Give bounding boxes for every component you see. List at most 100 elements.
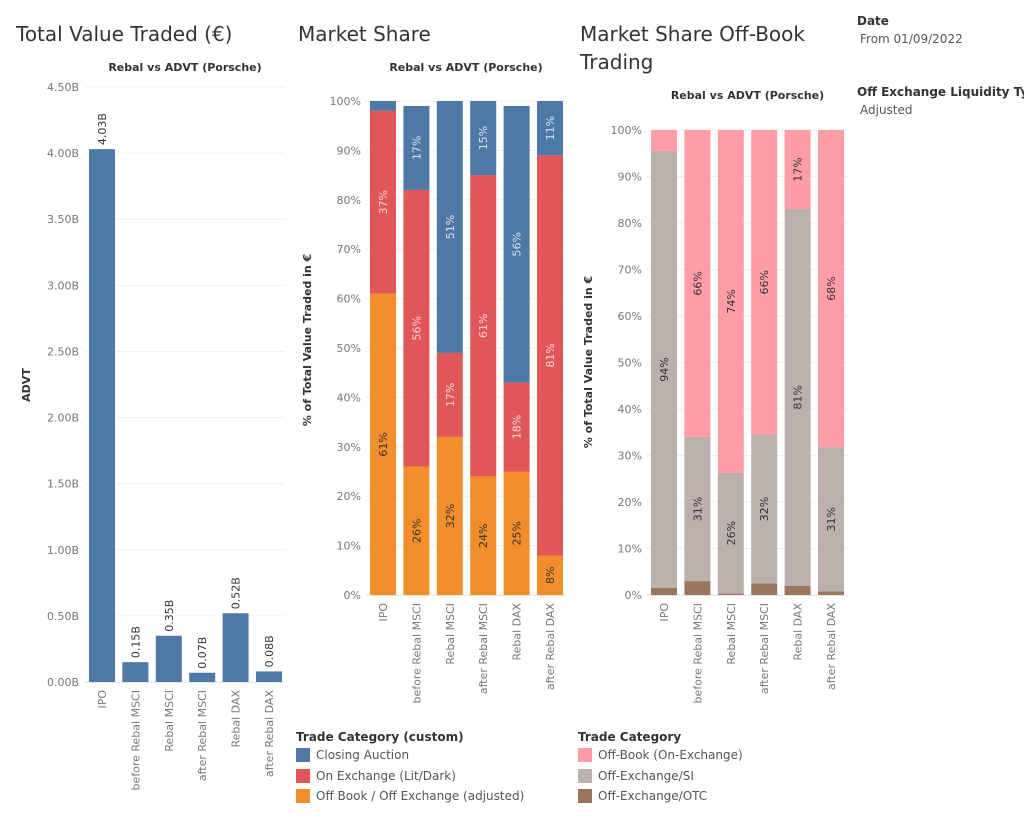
y-tick-label: 40% (337, 391, 361, 404)
liquidity-filter-value[interactable]: Adjusted (860, 103, 913, 117)
bar-segment (717, 130, 744, 473)
y-tick-label: 1.00B (47, 544, 79, 557)
bar-segment (818, 130, 844, 448)
legend-item-off-book-adjusted[interactable]: Off Book / Off Exchange (adjusted) (296, 789, 524, 803)
legend-swatch (296, 748, 310, 762)
legend-swatch (296, 789, 310, 803)
y-tick-label: 50% (337, 342, 361, 355)
chart-subtitle: Rebal vs ADVT (Porsche) (108, 61, 261, 74)
y-tick-label: 3.50B (47, 213, 79, 226)
bar-segment (436, 101, 463, 353)
y-tick-label: 3.00B (47, 279, 79, 292)
y-tick-label: 10% (337, 540, 361, 553)
data-label: 4.03B (96, 113, 109, 145)
x-tick-label: after Rebal DAX (263, 690, 276, 778)
bar-segment (651, 150, 677, 589)
data-label: 15% (477, 126, 490, 150)
legend-category-title: Trade Category (578, 730, 682, 744)
y-axis-label: % of Total Value Traded in € (301, 254, 314, 426)
bar-segment (751, 434, 778, 584)
bar-segment (503, 471, 530, 595)
y-tick-label: 4.00B (47, 147, 79, 160)
y-tick-label: 90% (618, 171, 642, 184)
y-tick-label: 20% (618, 496, 642, 509)
data-label: 17% (444, 383, 457, 407)
y-tick-label: 90% (337, 144, 361, 157)
data-label: 24% (477, 523, 490, 547)
title-total-value-traded: Total Value Traded (€) (16, 22, 233, 46)
legend-item-off-exchange-otc[interactable]: Off-Exchange/OTC (578, 789, 707, 803)
x-tick-label: after Rebal MSCI (196, 690, 209, 781)
bar-segment (403, 466, 430, 595)
legend-item-off-exchange-si[interactable]: Off-Exchange/SI (578, 769, 694, 783)
data-label: 17% (792, 157, 805, 181)
legend-swatch (578, 748, 592, 762)
data-label: 68% (825, 276, 838, 300)
date-filter-value[interactable]: From 01/09/2022 (860, 32, 963, 46)
data-label: 81% (544, 343, 557, 367)
data-label: 31% (825, 507, 838, 531)
title-market-share: Market Share (298, 22, 431, 46)
y-tick-label: 50% (618, 357, 642, 370)
y-tick-label: 70% (618, 264, 642, 277)
data-label: 74% (725, 289, 738, 313)
legend-swatch (296, 769, 310, 783)
data-label: 61% (377, 432, 390, 456)
legend-label: Off-Exchange/OTC (598, 789, 708, 803)
bar-segment (717, 593, 744, 595)
bar-segment (370, 110, 396, 294)
y-axis-label: ADVT (20, 368, 33, 402)
chart-subtitle: Rebal vs ADVT (Porsche) (671, 89, 824, 102)
bar-segment (403, 189, 430, 467)
y-tick-label: 40% (618, 403, 642, 416)
date-filter-label: Date (857, 14, 889, 28)
y-tick-label: 0.00B (47, 676, 79, 689)
bar-segment (784, 209, 811, 586)
y-tick-label: 80% (618, 217, 642, 230)
legend-label: Closing Auction (316, 748, 410, 762)
data-label: 17% (410, 136, 423, 160)
bar-segment (537, 101, 563, 156)
bar-segment (403, 105, 430, 190)
y-tick-label: 0% (625, 589, 642, 602)
y-tick-label: 60% (337, 293, 361, 306)
y-tick-label: 4.50B (47, 81, 79, 94)
legend-item-off-book-on-exchange[interactable]: Off-Book (On-Exchange) (578, 748, 743, 762)
x-tick-label: Rebal DAX (792, 603, 805, 661)
y-tick-label: 10% (618, 543, 642, 556)
data-label: 0.35B (163, 600, 176, 632)
y-tick-label: 20% (337, 490, 361, 503)
data-label: 32% (444, 504, 457, 528)
y-axis-label: % of Total Value Traded in € (582, 276, 595, 448)
x-tick-label: before Rebal MSCI (691, 603, 704, 704)
y-tick-label: 100% (611, 124, 642, 137)
x-tick-label: Rebal MSCI (725, 603, 738, 665)
y-tick-label: 0.50B (47, 610, 79, 623)
legend-item-closing-auction[interactable]: Closing Auction (296, 748, 409, 762)
x-tick-label: Rebal MSCI (444, 603, 457, 665)
y-tick-label: 30% (618, 450, 642, 463)
bar-segment (684, 436, 711, 582)
data-label: 61% (477, 314, 490, 338)
x-tick-label: Rebal MSCI (163, 690, 176, 752)
chart-subtitle: Rebal vs ADVT (Porsche) (389, 61, 542, 74)
x-tick-label: after Rebal MSCI (477, 603, 490, 694)
bar-segment (784, 585, 811, 595)
bar-segment (503, 105, 530, 383)
legend-item-on-exchange[interactable]: On Exchange (Lit/Dark) (296, 769, 456, 783)
legend-label: Off-Book (On-Exchange) (598, 748, 743, 762)
y-tick-label: 2.00B (47, 412, 79, 425)
bar-segment (537, 155, 563, 556)
y-tick-label: 100% (330, 95, 361, 108)
data-label: 0.15B (129, 626, 142, 658)
data-label: 26% (410, 519, 423, 543)
data-label: 51% (444, 215, 457, 239)
data-label: 56% (410, 316, 423, 340)
data-label: 81% (792, 385, 805, 409)
legend-swatch (578, 789, 592, 803)
data-label: 26% (725, 521, 738, 545)
bar-segment (651, 588, 677, 595)
bar-segment (684, 130, 711, 437)
legend-custom-title: Trade Category (custom) (296, 730, 464, 744)
